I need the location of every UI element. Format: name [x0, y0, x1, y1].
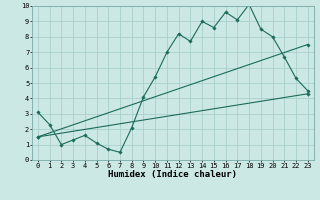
X-axis label: Humidex (Indice chaleur): Humidex (Indice chaleur)	[108, 170, 237, 179]
